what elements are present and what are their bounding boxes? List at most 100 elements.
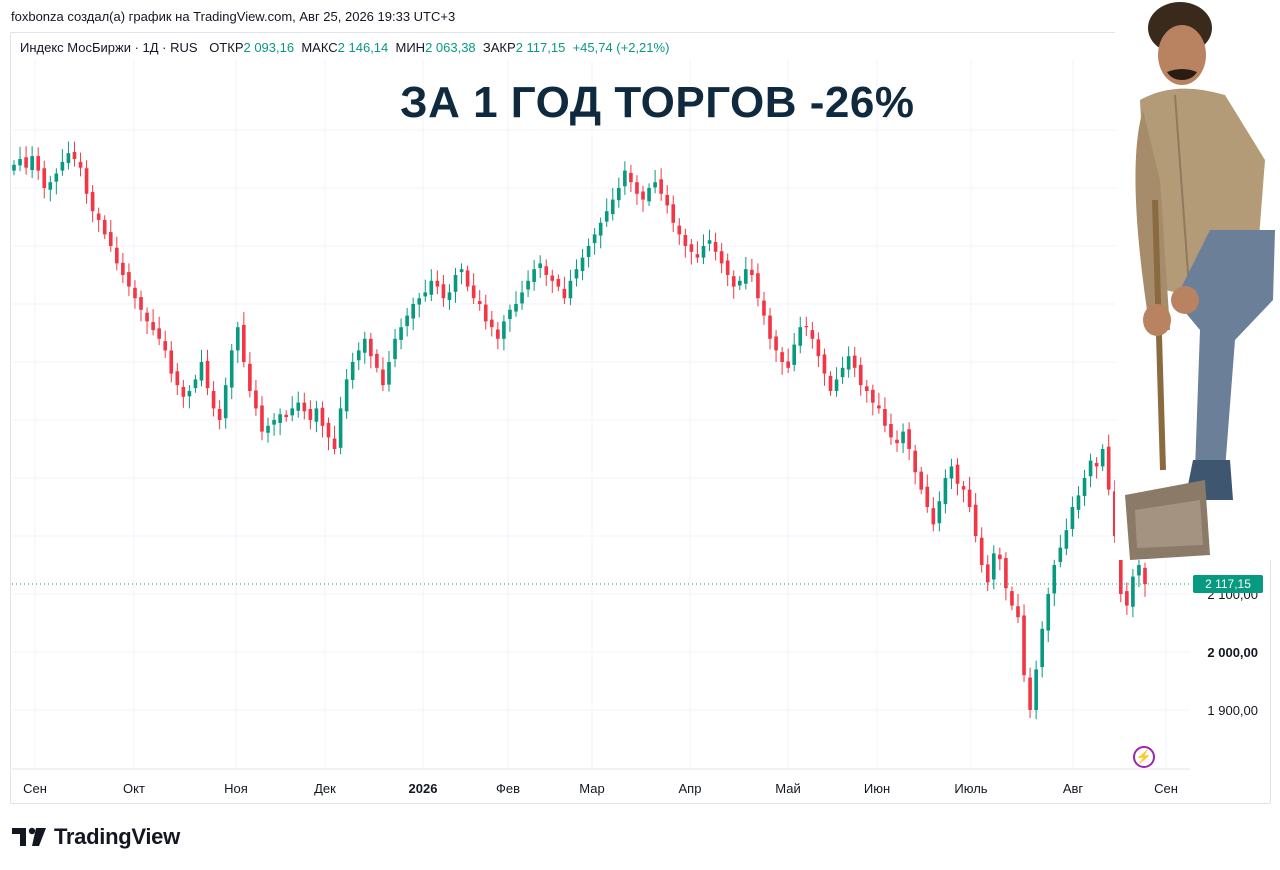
candle-body [278, 414, 282, 423]
candle-body [1143, 567, 1147, 585]
candle-body [242, 324, 246, 362]
x-tick-label: Июль [954, 781, 987, 796]
candle-body [78, 161, 83, 168]
candle-body [544, 266, 549, 275]
high-label: МАКС [301, 40, 338, 55]
low-value: 2 063,38 [425, 40, 476, 55]
candle-body [1016, 606, 1020, 618]
candle-body [332, 438, 337, 449]
candle-body [115, 247, 119, 264]
candle-body [641, 191, 645, 200]
candle-body [1040, 628, 1044, 668]
candle-body [616, 188, 621, 201]
candle-body [635, 182, 639, 194]
candle-body [520, 292, 524, 304]
candle-body [405, 315, 409, 327]
candle-body [429, 280, 434, 295]
candle-body [399, 327, 403, 340]
candle-body [532, 269, 536, 282]
candle-body [629, 172, 633, 183]
candle-body [290, 408, 295, 416]
y-tick-label: 1 900,00 [1207, 703, 1258, 718]
candle-body [187, 391, 192, 397]
change-value: +45,74 (+2,21%) [572, 40, 670, 55]
candle-body [84, 168, 89, 194]
candle-body [804, 326, 809, 328]
candle-body [350, 362, 355, 380]
candle-body [852, 355, 857, 368]
candle-body [127, 272, 131, 287]
candle-body [919, 471, 924, 490]
candle-body [574, 269, 579, 279]
candle-body [314, 408, 319, 422]
candle-body [217, 408, 222, 420]
candle-body [756, 273, 760, 299]
candle-body [229, 350, 234, 388]
candle-body [139, 297, 143, 310]
candle-body [1058, 547, 1063, 563]
lightning-icon[interactable]: ⚡ [1133, 746, 1155, 768]
tradingview-logo-icon [12, 827, 46, 846]
candle-body [586, 246, 591, 258]
candle-body [792, 344, 797, 365]
last-price-tag: 2 117,15 [1193, 575, 1263, 593]
candle-body [423, 292, 428, 297]
candle-body [647, 188, 651, 202]
candle-body [810, 330, 815, 339]
candle-body [731, 276, 736, 287]
candle-body [701, 246, 706, 258]
candle-body [459, 269, 464, 273]
x-tick-label: Май [775, 781, 800, 796]
candle-body [145, 312, 149, 322]
candle-body [871, 389, 875, 403]
symbol-name[interactable]: Индекс МосБиржи · 1Д · RUS [20, 40, 198, 55]
candle-body [907, 429, 911, 449]
candle-body [90, 192, 95, 212]
symbol-legend: Индекс МосБиржи · 1Д · RUS ОТКР2 093,16 … [20, 40, 669, 55]
close-label: ЗАКР [482, 40, 516, 55]
candle-body [48, 182, 53, 190]
candle-body [302, 402, 307, 412]
candle-body [925, 486, 930, 507]
candle-body [96, 213, 101, 220]
candle-body [417, 298, 422, 305]
candle-body [562, 288, 567, 299]
candle-body [284, 414, 288, 418]
candle-body [604, 211, 609, 222]
open-label: ОТКР [209, 40, 244, 55]
candle-body [369, 338, 373, 357]
candle-body [822, 354, 827, 374]
candle-body [598, 222, 603, 236]
candle-body [296, 402, 301, 411]
candle-body [1094, 462, 1099, 467]
candle-body [169, 350, 174, 374]
candle-body [623, 170, 627, 187]
candle-body [985, 564, 990, 583]
candle-body [750, 269, 754, 275]
candle-body [961, 486, 966, 490]
x-tick-label: Фев [496, 781, 520, 796]
candle-body [774, 336, 778, 351]
candle-body [665, 194, 670, 206]
chart-title: ЗА 1 ГОД ТОРГОВ -26% [400, 78, 915, 127]
candle-body [889, 424, 893, 438]
x-tick-label: Сен [1154, 781, 1178, 796]
candle-body [435, 280, 440, 287]
x-tick-label: Сен [23, 781, 47, 796]
candle-body [1052, 565, 1057, 594]
candle-body [66, 153, 71, 164]
candle-body [151, 321, 155, 331]
candle-body [1088, 460, 1093, 477]
candle-body [1004, 558, 1008, 589]
tradingview-logo[interactable]: TradingView [12, 824, 180, 850]
candle-body [320, 407, 325, 426]
candle-body [1125, 591, 1129, 606]
x-tick-label: Окт [123, 781, 145, 796]
candle-body [12, 164, 16, 171]
candle-body [441, 284, 446, 299]
low-label: МИН [395, 40, 426, 55]
candle-body [30, 156, 34, 171]
candle-body [411, 304, 415, 319]
candle-body [108, 232, 113, 246]
